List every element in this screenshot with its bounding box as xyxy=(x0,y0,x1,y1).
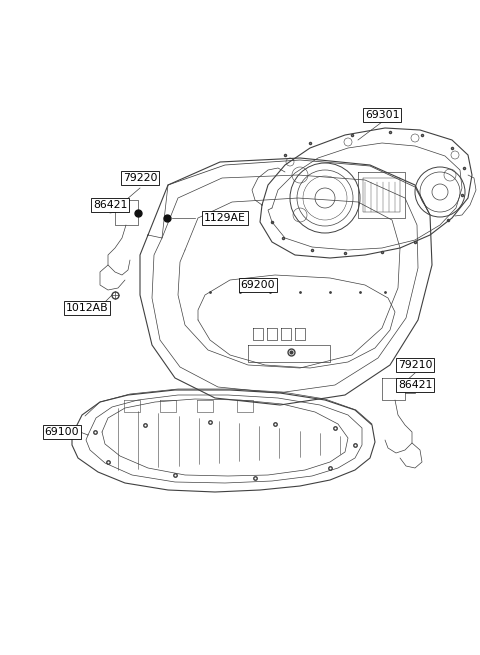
Text: 1129AE: 1129AE xyxy=(204,213,246,223)
Text: 86421: 86421 xyxy=(93,200,127,210)
Text: 79210: 79210 xyxy=(398,360,432,370)
Text: 69200: 69200 xyxy=(240,280,276,290)
Text: 79220: 79220 xyxy=(123,173,157,183)
Text: 86421: 86421 xyxy=(398,380,432,390)
Text: 1012AB: 1012AB xyxy=(66,303,108,313)
Text: 69100: 69100 xyxy=(45,427,79,437)
Text: 69301: 69301 xyxy=(365,110,399,120)
